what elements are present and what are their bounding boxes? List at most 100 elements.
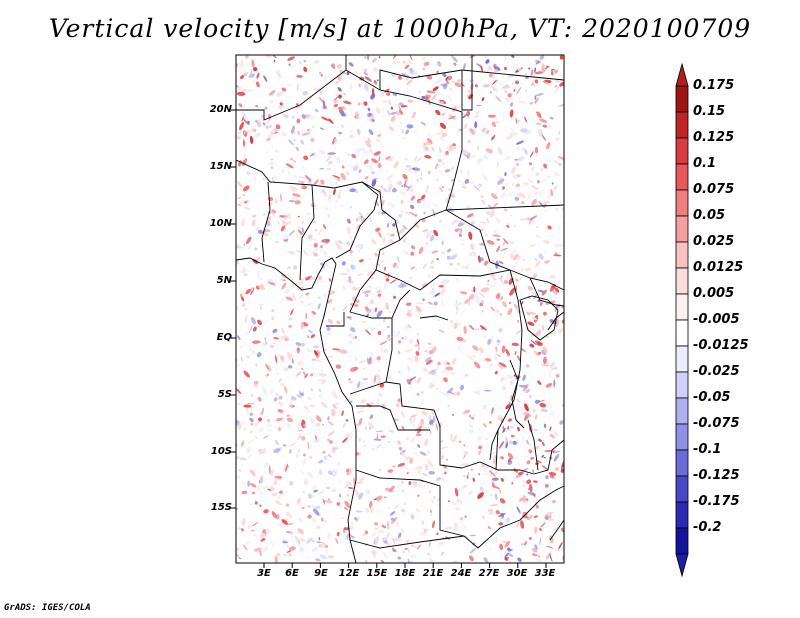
- field-speckle: [523, 455, 529, 458]
- field-speckle: [340, 517, 346, 520]
- field-speckle: [307, 397, 312, 401]
- field-speckle: [302, 423, 308, 428]
- field-speckle: [327, 498, 330, 501]
- field-speckle: [300, 139, 305, 145]
- field-speckle: [387, 188, 391, 193]
- field-speckle: [463, 325, 467, 334]
- country-borders: [236, 55, 564, 563]
- field-speckle: [491, 407, 494, 415]
- border: [379, 69, 564, 90]
- field-speckle: [407, 200, 411, 204]
- field-speckle: [263, 462, 269, 469]
- field-speckle: [407, 99, 414, 103]
- field-speckle: [502, 241, 506, 246]
- field-speckle: [287, 56, 295, 61]
- field-speckle: [238, 103, 243, 108]
- field-speckle: [471, 345, 479, 351]
- field-speckle: [416, 332, 420, 336]
- field-speckle: [415, 224, 420, 228]
- field-speckle: [431, 250, 439, 254]
- field-speckle: [280, 382, 285, 387]
- field-speckle: [445, 78, 450, 85]
- field-speckle: [544, 209, 548, 213]
- field-speckle: [410, 380, 412, 383]
- field-speckle: [237, 527, 241, 531]
- field-speckle: [259, 277, 263, 281]
- field-speckle: [250, 400, 253, 405]
- field-speckle: [481, 97, 485, 102]
- field-speckle: [462, 114, 467, 119]
- colorbar-swatch: [675, 319, 689, 347]
- field-speckle: [485, 148, 493, 154]
- field-speckle: [370, 298, 374, 305]
- field-speckle: [426, 230, 433, 236]
- field-speckle: [435, 63, 439, 67]
- field-speckle: [310, 417, 315, 424]
- field-speckle: [262, 176, 267, 181]
- field-speckle: [378, 56, 381, 59]
- field-speckle: [276, 91, 283, 97]
- lake: [527, 419, 539, 471]
- field-speckle: [559, 109, 561, 112]
- field-speckle: [470, 221, 475, 225]
- field-speckle: [313, 350, 318, 356]
- field-speckle: [456, 305, 459, 311]
- field-speckle: [289, 157, 294, 161]
- field-speckle: [454, 253, 458, 257]
- field-speckle: [332, 469, 338, 475]
- field-speckle: [343, 506, 349, 511]
- field-speckle: [327, 430, 335, 437]
- field-speckle: [469, 491, 472, 495]
- colorbar-label: -0.2: [693, 520, 722, 535]
- field-speckle: [250, 482, 257, 488]
- field-speckle: [463, 123, 468, 129]
- field-speckle: [422, 472, 428, 477]
- field-speckle: [313, 508, 320, 516]
- field-speckle: [534, 329, 542, 338]
- field-speckle: [382, 552, 388, 559]
- field-speckle: [491, 207, 495, 216]
- field-speckle: [361, 147, 366, 152]
- field-speckle: [515, 183, 521, 188]
- field-speckle: [547, 331, 556, 335]
- field-speckle: [332, 447, 339, 451]
- field-speckle: [522, 374, 526, 382]
- field-speckle: [431, 292, 436, 298]
- field-speckle: [524, 148, 528, 155]
- field-speckle: [302, 90, 309, 96]
- field-speckle: [447, 95, 452, 103]
- field-speckle: [542, 124, 548, 128]
- field-speckle: [332, 188, 336, 196]
- field-speckle: [464, 515, 467, 518]
- field-speckle: [385, 278, 390, 282]
- field-speckle: [289, 65, 297, 69]
- field-speckle: [427, 170, 431, 175]
- field-speckle: [450, 433, 453, 442]
- field-speckle: [317, 303, 321, 310]
- field-speckle: [541, 455, 545, 458]
- field-speckle: [294, 200, 301, 205]
- field-speckle: [319, 167, 325, 170]
- field-speckle: [300, 546, 304, 553]
- field-speckle: [277, 220, 280, 225]
- field-speckle: [269, 345, 275, 348]
- field-speckle: [362, 151, 369, 154]
- field-speckle: [374, 522, 379, 526]
- field-speckle: [262, 213, 266, 216]
- field-speckle: [414, 360, 420, 363]
- field-speckle: [350, 334, 355, 341]
- field-speckle: [245, 55, 249, 59]
- field-speckle: [436, 257, 439, 261]
- field-speckle: [396, 256, 400, 263]
- field-speckle: [548, 512, 552, 516]
- field-speckle: [278, 354, 282, 358]
- field-speckle: [248, 325, 253, 334]
- field-speckle: [436, 532, 439, 536]
- field-speckle: [517, 320, 520, 323]
- field-speckle: [363, 101, 368, 106]
- field-speckle: [492, 277, 497, 281]
- field-speckle: [433, 292, 441, 298]
- colorbar-label: 0.175: [693, 78, 735, 93]
- colorbar-label: 0.15: [693, 104, 726, 119]
- field-speckle: [433, 229, 439, 237]
